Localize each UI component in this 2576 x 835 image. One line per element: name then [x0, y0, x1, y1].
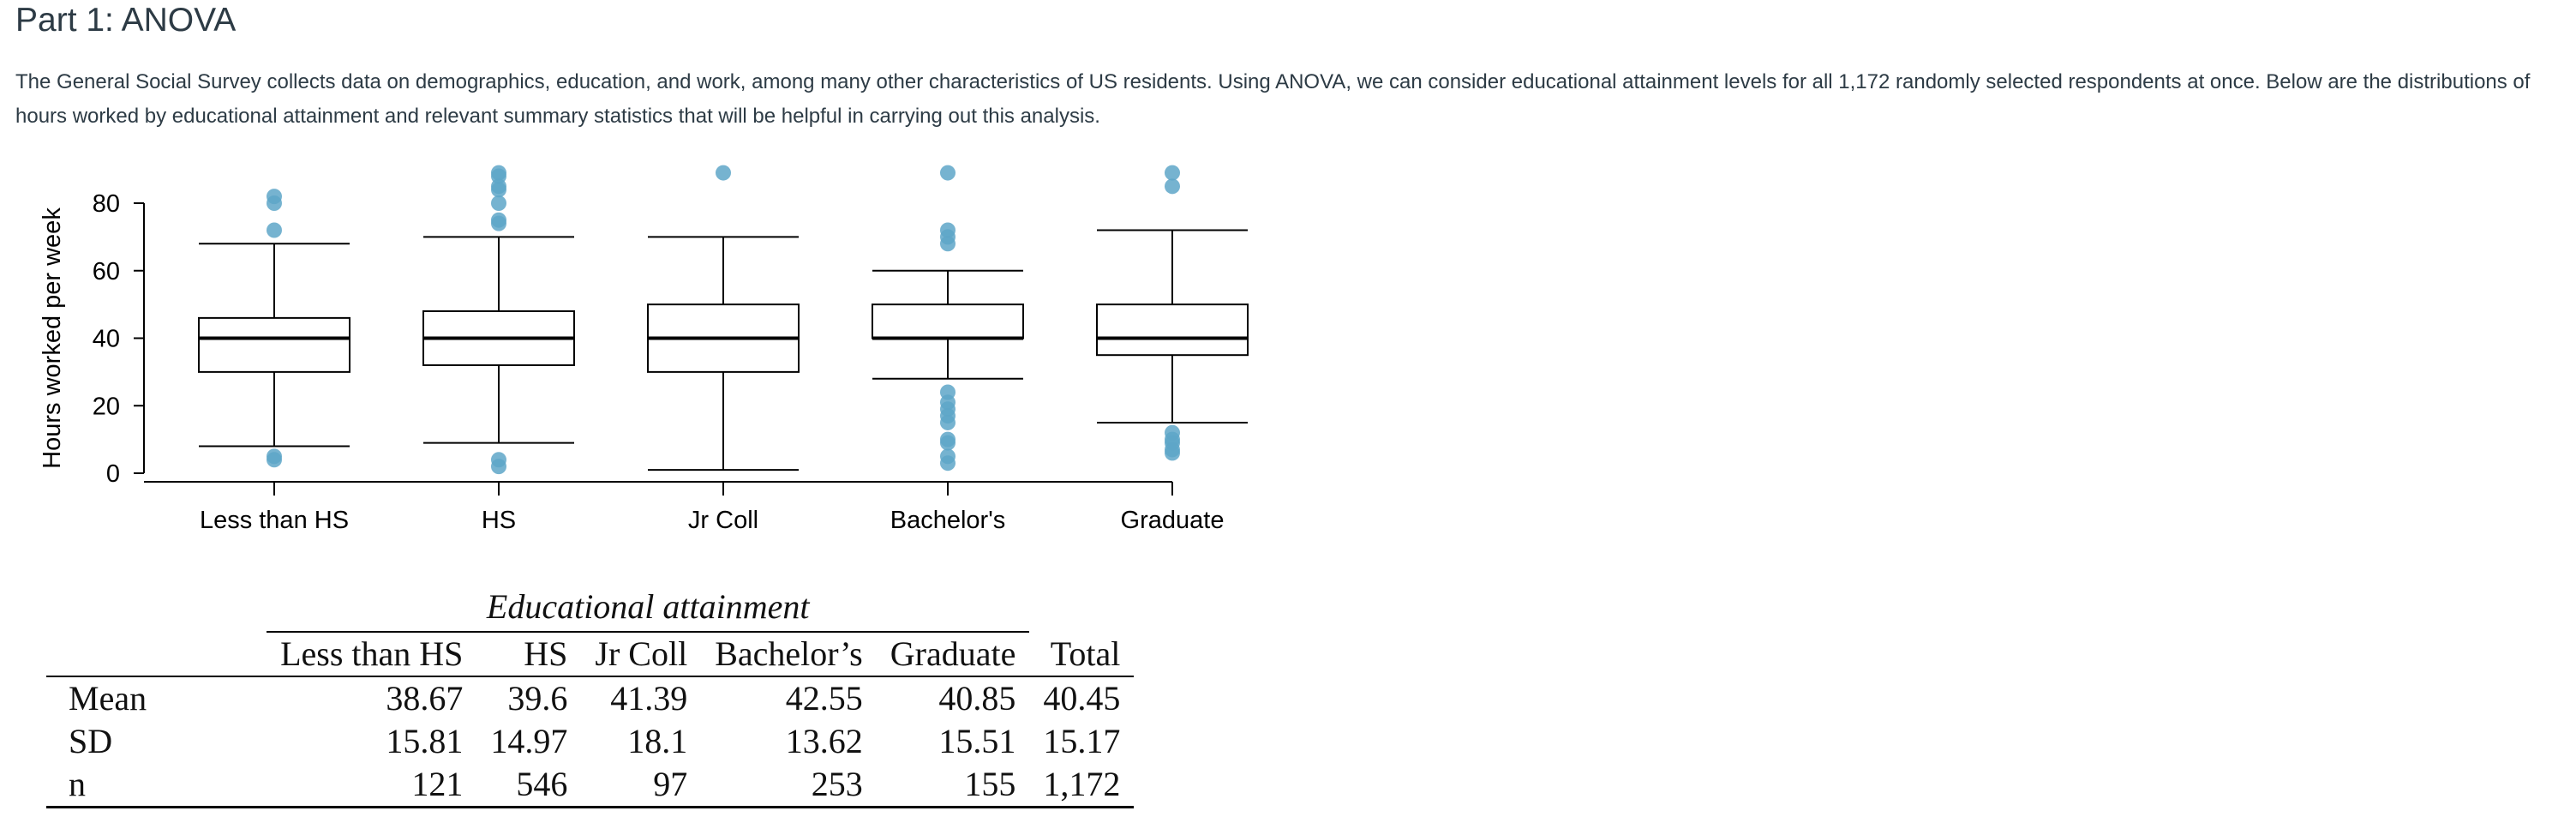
outlier-point	[940, 414, 956, 430]
table-row: n 121 546 97 253 155 1,172	[46, 763, 1135, 808]
column-header: Jr Coll	[581, 631, 702, 676]
table-row: SD 15.81 14.97 18.1 13.62 15.51 15.17	[46, 720, 1134, 763]
table-cell: 97	[581, 763, 702, 808]
x-tick-label: HS	[482, 507, 516, 534]
y-tick-label: 60	[93, 258, 120, 285]
row-label: n	[46, 763, 267, 808]
table-cell: 38.67	[267, 676, 477, 720]
table-cell: 14.97	[490, 722, 568, 760]
column-header: HS	[476, 631, 582, 676]
summary-statistics-table: Educational attainment Less than HS HS J…	[46, 583, 1135, 808]
y-tick-label: 0	[106, 460, 120, 488]
outlier-point	[267, 452, 282, 468]
table-cell: 42.55	[701, 676, 877, 720]
table-cell: 40.45	[1029, 676, 1135, 720]
outlier-point	[940, 435, 956, 451]
column-header: Less than HS	[267, 631, 477, 676]
column-header-total: Total	[1050, 634, 1121, 673]
outlier-point	[491, 459, 506, 475]
outlier-point	[267, 195, 282, 211]
outlier-point	[267, 222, 282, 238]
column-header: Graduate	[876, 631, 1030, 676]
x-tick-label: Bachelor's	[890, 507, 1006, 534]
table-cell: 15.81	[386, 722, 464, 760]
intro-paragraph: The General Social Survey collects data …	[15, 70, 2531, 128]
table-caption: Educational attainment	[486, 587, 810, 626]
table-cell: 40.85	[876, 676, 1030, 720]
iqr-box	[872, 303, 1024, 339]
row-label: SD	[69, 722, 113, 760]
table-cell: 155	[876, 763, 1030, 808]
boxplot-chart: 0 20 40 60 80 Hours worked per week Less than …	[39, 165, 1249, 534]
outlier-point	[491, 215, 506, 231]
table-cell: 121	[267, 763, 477, 808]
outlier-point	[716, 165, 731, 181]
page-title: Part 1: ANOVA	[15, 2, 237, 39]
y-tick-label: 80	[93, 190, 120, 218]
table-cell: 39.6	[476, 676, 582, 720]
outlier-point	[491, 195, 506, 211]
column-header: Bachelor’s	[701, 631, 877, 676]
y-tick-label: 20	[93, 393, 120, 420]
y-tick-label: 40	[93, 326, 120, 353]
x-tick-label: Less than HS	[200, 507, 349, 534]
outlier-point	[1165, 165, 1180, 181]
iqr-box	[1096, 303, 1249, 357]
table-cell: 18.1	[627, 722, 688, 760]
table-cell: 15.17	[1043, 722, 1121, 760]
outlier-point	[940, 165, 956, 181]
table-cell: 546	[476, 763, 582, 808]
table-cell: 13.62	[785, 722, 863, 760]
outlier-point	[491, 182, 506, 198]
table-caption-spacer	[46, 583, 267, 632]
outlier-point	[940, 236, 956, 252]
table-caption-spacer	[1029, 583, 1134, 632]
x-tick-label: Graduate	[1121, 507, 1225, 534]
outlier-point	[1165, 445, 1180, 461]
table-row: Mean 38.67 39.6 41.39 42.55 40.85 40.45	[46, 676, 1135, 720]
x-tick-label: Jr Coll	[688, 507, 758, 534]
y-axis-label: Hours worked per week	[39, 207, 66, 469]
table-cell: 41.39	[581, 676, 702, 720]
table-cell: 253	[701, 763, 877, 808]
table-cell: 15.51	[938, 722, 1016, 760]
iqr-box	[198, 316, 350, 373]
table-cell: 1,172	[1029, 763, 1135, 808]
outlier-point	[1165, 178, 1180, 195]
table-corner	[46, 632, 267, 676]
outlier-point	[940, 455, 956, 472]
row-label: Mean	[46, 676, 267, 720]
